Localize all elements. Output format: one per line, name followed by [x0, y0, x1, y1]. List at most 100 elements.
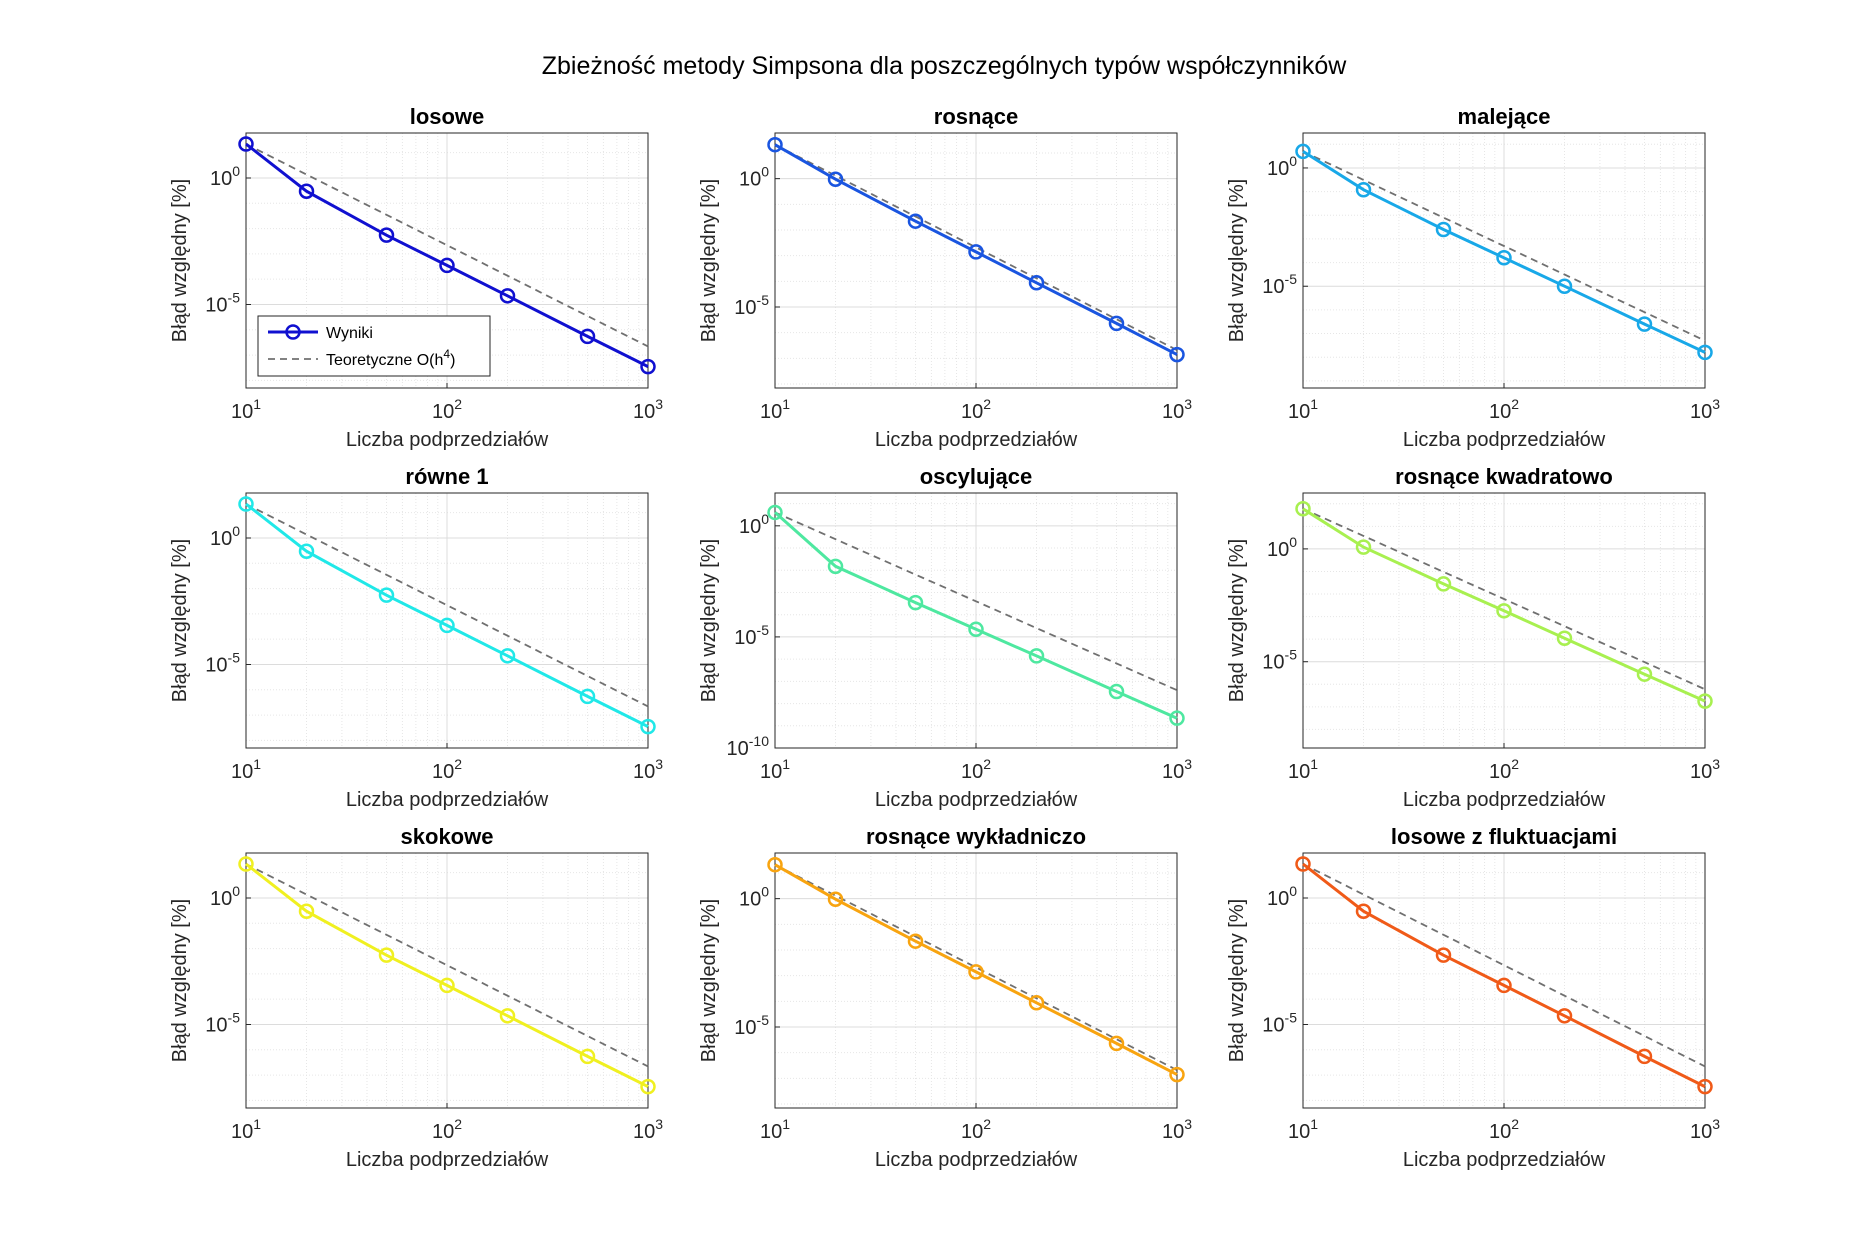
legend-theory-label: Teoretyczne O(h4) [326, 347, 455, 369]
y-tick-label: 100 [1267, 153, 1297, 180]
x-axis-label: Liczba podprzedziałów [875, 789, 1078, 811]
results-data-point [579, 328, 596, 345]
results-data-point [827, 171, 844, 187]
results-data-point [499, 648, 516, 664]
results-data-point [1028, 648, 1045, 664]
results-data-point [1435, 947, 1452, 963]
x-axis-label: Liczba podprzedziałów [346, 789, 549, 811]
y-tick-label: 10-5 [205, 289, 240, 316]
x-axis-label: Liczba podprzedziałów [1403, 1149, 1606, 1171]
results-data-point [1435, 221, 1452, 238]
results-data-point [1556, 1008, 1573, 1024]
results-data-point [1496, 603, 1512, 619]
results-data-point [378, 227, 395, 243]
subplot-title: rosnące kwadratowo [1395, 464, 1613, 489]
results-data-point [640, 1078, 656, 1095]
results-data-point [907, 933, 924, 949]
y-tick-label: 10-5 [1262, 271, 1297, 298]
results-data-point [1697, 344, 1713, 361]
y-axis-label: Błąd względny [%] [169, 539, 191, 702]
results-data-point [1108, 683, 1125, 700]
results-data-point [439, 257, 455, 274]
results-data-point [378, 947, 395, 963]
results-data-point [1697, 1078, 1713, 1095]
y-axis-label: Błąd względny [%] [698, 899, 720, 1062]
results-data-point [238, 136, 254, 152]
results-series-line [245, 142, 649, 368]
results-data-point [1295, 143, 1311, 160]
results-series-line [774, 863, 1178, 1076]
y-axis-label: Błąd względny [%] [1226, 539, 1248, 702]
x-axis-label: Liczba podprzedziałów [346, 1149, 549, 1171]
results-data-point [1295, 856, 1311, 872]
results-data-point [1556, 630, 1573, 646]
results-series-line [1302, 150, 1706, 354]
results-data-point [1355, 181, 1372, 198]
results-data-point [1169, 710, 1185, 726]
results-data-point [968, 621, 984, 638]
results-data-point [298, 543, 315, 559]
results-data-point [1636, 1048, 1653, 1065]
results-data-point [238, 496, 254, 512]
results-data-point [1028, 275, 1045, 291]
results-data-point [579, 1048, 596, 1065]
x-axis-label: Liczba podprzedziałów [1403, 429, 1606, 451]
results-data-point [827, 891, 844, 907]
results-data-point [579, 688, 596, 705]
results-data-point [439, 617, 455, 634]
subplot-title: rosnące [934, 104, 1018, 129]
x-tick-label: 103 [1690, 1116, 1720, 1143]
y-axis-label: Błąd względny [%] [1226, 179, 1248, 342]
subplot-title: równe 1 [405, 464, 488, 489]
legend-results-marker [285, 324, 301, 340]
results-data-point [1108, 315, 1125, 332]
results-data-point [1496, 977, 1512, 994]
results-series-line [1302, 507, 1706, 703]
results-data-point [1108, 1035, 1125, 1052]
y-axis-label: Błąd względny [%] [698, 179, 720, 342]
results-data-point [1028, 995, 1045, 1011]
results-data-point [1697, 693, 1713, 709]
results-data-point [1355, 903, 1372, 919]
results-data-point [767, 856, 783, 873]
results-data-point [1556, 278, 1573, 294]
results-data-point [298, 903, 315, 919]
x-axis-label: Liczba podprzedziałów [346, 429, 549, 451]
results-data-point [827, 558, 844, 575]
results-data-point [1496, 250, 1512, 266]
results-data-point [1169, 346, 1185, 363]
results-data-point [907, 213, 924, 229]
subplot-title: rosnące wykładniczo [866, 824, 1086, 849]
results-series-line [774, 143, 1178, 356]
figure-suptitle: Zbieżność metody Simpsona dla poszczegól… [542, 52, 1347, 80]
theoretical-series-line [774, 511, 1178, 692]
results-data-point [378, 587, 395, 603]
results-series-line [245, 502, 649, 728]
results-series-line [245, 862, 649, 1088]
results-data-point [907, 594, 924, 611]
results-series-line [1302, 862, 1706, 1088]
results-data-point [640, 718, 656, 735]
results-data-point [1636, 666, 1653, 682]
results-data-point [1636, 316, 1653, 332]
y-tick-label: 10-5 [1262, 647, 1297, 674]
results-data-point [439, 977, 455, 994]
x-tick-label: 102 [1489, 756, 1519, 783]
results-data-point [767, 136, 783, 153]
subplot-title: oscylujące [920, 464, 1033, 489]
results-data-point [968, 244, 984, 260]
results-series-line [774, 511, 1178, 720]
y-tick-label: 100 [739, 164, 769, 191]
results-data-point [968, 964, 984, 980]
results-data-point [1169, 1066, 1185, 1083]
results-data-point [1435, 576, 1452, 592]
results-data-point [1355, 539, 1372, 555]
